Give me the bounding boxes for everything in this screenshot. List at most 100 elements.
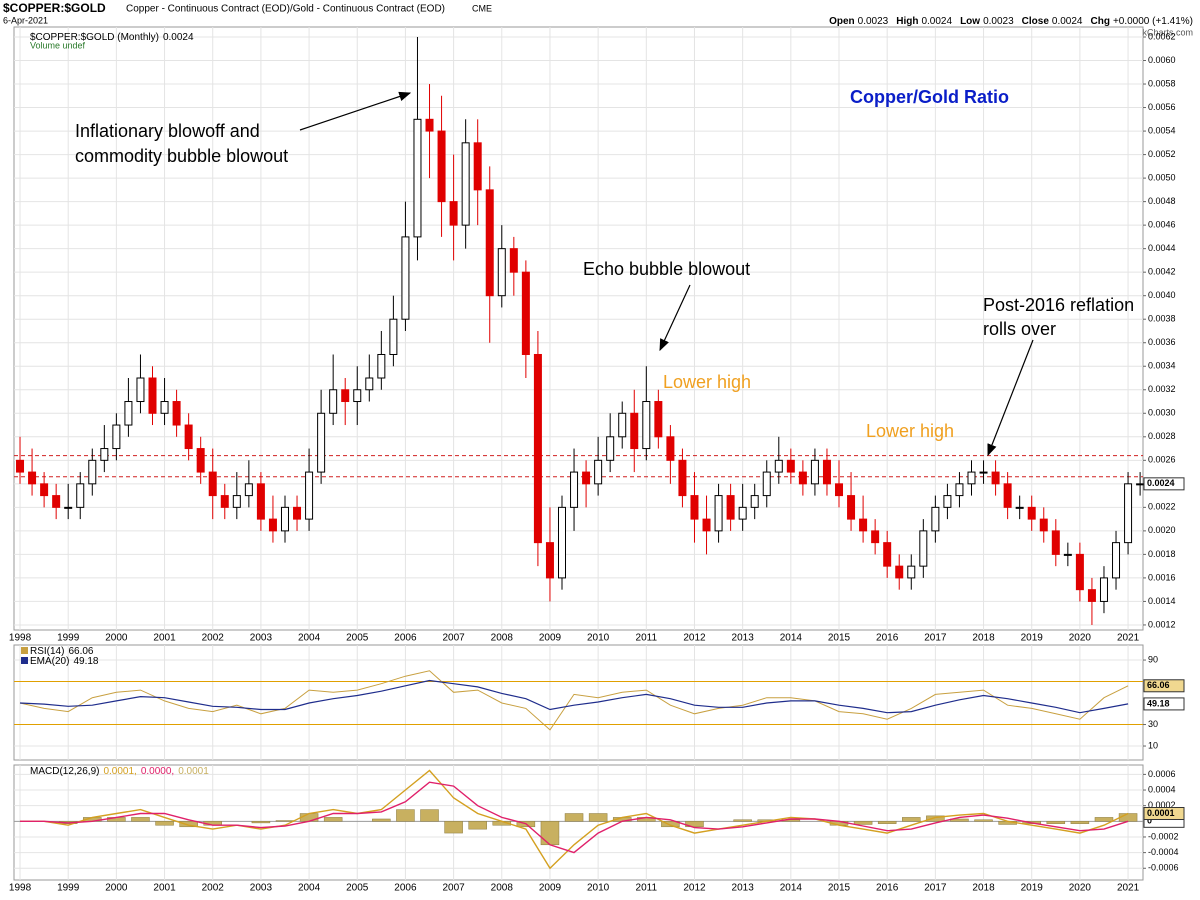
x-tick-label: 2003 [250,633,273,644]
histogram-bar [661,821,680,828]
x-tick-label: 1999 [57,883,80,894]
y-tick-label: 0.0026 [1148,455,1176,465]
value-tag-label: 0 [1147,816,1152,826]
candle-body [907,565,916,579]
quote-label: Open [829,16,855,27]
value-tag [1143,477,1185,491]
candle-body [810,459,819,485]
candle-body [1015,506,1024,509]
candle-body [1027,506,1036,520]
histogram-bar [877,821,897,824]
quote-label: High [896,16,918,27]
legend-label: EMA(20) [30,656,69,667]
candle-body [919,530,928,567]
candle-body [822,459,831,485]
symbol: $COPPER:$GOLD [3,1,106,15]
candle-body [1087,589,1096,602]
candle-body [1063,553,1072,556]
candle-body [365,377,374,391]
x-tick-label: 2008 [491,883,514,894]
panel [13,26,1144,631]
legend-value: 49.18 [73,656,98,667]
histogram-bar [131,817,150,822]
x-tick-label: 2013 [732,633,755,644]
histogram-bar [396,809,415,822]
candle-body [1039,518,1048,532]
candle-body [64,506,73,509]
histogram-bar [540,821,560,846]
x-tick-label: 2014 [780,633,803,644]
quote-label: Close [1022,16,1050,27]
histogram-bar [1046,821,1066,824]
x-tick-label: 2018 [972,883,995,894]
x-tick-label: 1998 [9,883,32,894]
y-tick-label: 0.0018 [1148,549,1176,559]
y-tick-label: 0.0052 [1148,149,1176,159]
candle-body [485,189,494,297]
arrow [659,284,691,352]
candle-body [750,495,759,508]
value-tag-label: 66.06 [1147,680,1170,690]
line [19,670,1129,731]
histogram-bar [853,821,873,825]
y-tick-label: 0.0044 [1148,243,1176,253]
legend-value: 0.0001 [178,766,209,777]
legend-value: 0.0024 [163,32,194,43]
candle-body [40,483,49,497]
x-tick-label: 1999 [57,633,80,644]
candle-body [1124,483,1133,544]
candle-body [160,401,169,414]
candle-body [52,495,61,508]
candle-body [738,506,747,520]
y-tick-label: 0.0032 [1148,384,1176,394]
x-tick-label: 2002 [202,633,225,644]
histogram-bar [372,818,391,822]
x-tick-label: 2018 [972,633,995,644]
x-tick-label: 2010 [587,633,610,644]
candle-body [425,118,434,132]
candle-body [630,412,639,450]
candle-body [1051,530,1060,555]
candle-body [557,506,566,579]
arrow [299,91,412,131]
legend: MACD(12,26,9) 0.0001, 0.0000, 0.0001 [30,766,209,777]
y-tick-label: 90 [1148,654,1158,664]
quote-value: 0.0023 [858,16,889,27]
y-tick-label: -0.0002 [1148,831,1179,841]
candle-body [389,318,398,355]
legend-swatch [21,657,28,664]
candle-body [268,518,277,532]
candle-body [208,471,217,497]
x-tick-label: 2012 [683,883,706,894]
histogram-bar [902,817,921,822]
candle-body [762,471,771,497]
value-tag [1143,697,1185,711]
y-tick-label: 0.0012 [1148,619,1176,629]
candle-body [317,412,326,473]
candle-body [871,530,880,544]
candle-body [931,506,940,532]
line [19,679,1129,714]
y-tick-label: 0.0036 [1148,337,1176,347]
legend-swatch [21,647,28,654]
y-tick-label: 0.0016 [1148,572,1176,582]
candle-body [979,471,988,474]
candle-body [521,271,530,355]
quote-label: Low [960,16,980,27]
legend-value: 0.0001, [103,766,136,777]
histogram-bar [251,821,271,824]
value-tag-label: 0.0001 [1147,808,1175,818]
x-tick-label: 2014 [780,883,803,894]
candle-body [943,495,952,508]
candle-body [859,518,868,532]
y-tick-label: 0.0028 [1148,431,1176,441]
candle-body [533,353,542,544]
candle-body [244,483,253,497]
candle-body [967,471,976,485]
legend: RSI(14) 66.06 [30,646,94,657]
x-tick-label: 2007 [442,883,465,894]
histogram-bar [420,809,439,822]
legend-value: 0.0000, [141,766,174,777]
x-tick-label: 2000 [105,883,128,894]
y-tick-label: -0.0004 [1148,847,1179,857]
